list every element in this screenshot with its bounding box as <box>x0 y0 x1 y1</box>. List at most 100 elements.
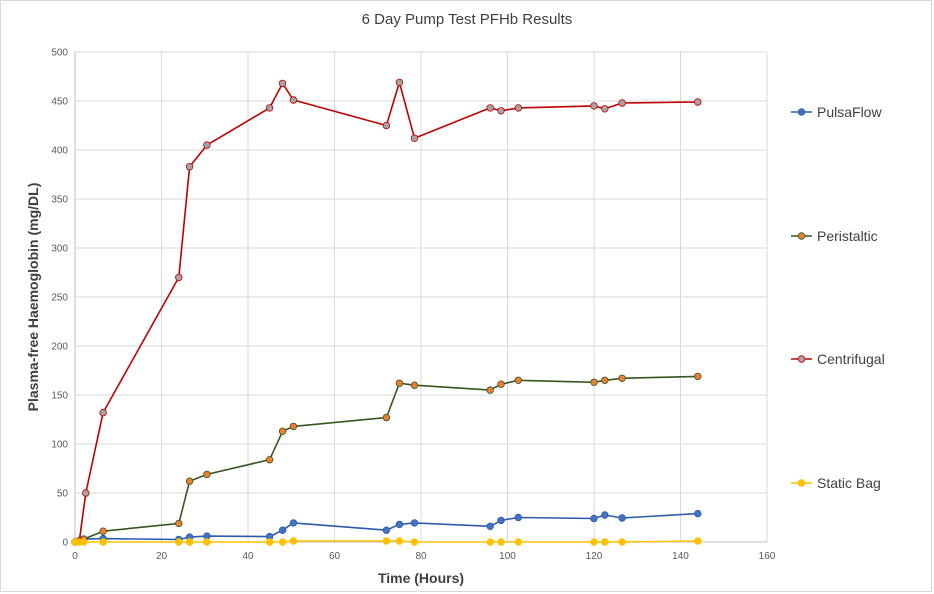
data-point <box>265 538 274 546</box>
tick-labels: 0 50 100 150 200 250 300 350 400 450 500 0 20 40 60 80 1… <box>51 48 775 563</box>
data-point <box>278 538 287 546</box>
legend-marker <box>797 355 806 363</box>
data-point <box>265 456 274 464</box>
data-point <box>486 538 494 546</box>
y-axis-title: Plasma-free Haemoglobin (mg/DL) <box>25 183 41 412</box>
data-point <box>497 538 505 546</box>
data-point <box>289 519 298 527</box>
data-point <box>82 489 90 497</box>
legend-marker <box>797 108 806 116</box>
x-axis-title: Time (Hours) <box>378 570 464 586</box>
data-point <box>395 520 404 529</box>
data-point <box>382 537 391 545</box>
data-point <box>618 374 626 382</box>
x-tick-label: 60 <box>329 551 341 562</box>
data-point <box>382 121 391 130</box>
x-tick-label: 20 <box>156 551 168 562</box>
legend-item: Peristaltic <box>791 228 878 244</box>
legend-label: Static Bag <box>817 475 881 491</box>
legend-marker <box>797 479 806 487</box>
legend-label: PulsaFlow <box>817 104 882 120</box>
data-point <box>694 98 702 106</box>
data-point <box>410 381 419 389</box>
data-point <box>694 372 702 381</box>
y-tick-label: 0 <box>62 538 68 549</box>
data-point <box>410 134 419 142</box>
series-line <box>75 540 698 543</box>
data-point <box>382 413 391 422</box>
data-point <box>175 519 183 528</box>
series-line <box>74 375 698 543</box>
data-point <box>175 538 183 546</box>
data-point <box>79 538 88 546</box>
x-tick-label: 100 <box>499 551 516 562</box>
data-point <box>99 538 107 546</box>
data-point <box>278 427 287 435</box>
y-tick-label: 150 <box>51 391 68 402</box>
data-point <box>694 537 702 545</box>
data-point <box>618 99 626 107</box>
data-point <box>203 141 211 149</box>
data-point <box>486 522 494 530</box>
data-point <box>395 537 404 545</box>
legend-item: Static Bag <box>791 475 881 491</box>
legend-item: PulsaFlow <box>791 104 882 120</box>
data-point <box>514 513 522 522</box>
data-point <box>289 422 298 431</box>
data-point <box>395 379 404 387</box>
series-line <box>74 81 698 543</box>
data-point <box>618 538 626 546</box>
data-series <box>71 78 702 546</box>
data-point <box>590 538 598 546</box>
data-point <box>497 380 505 388</box>
data-point <box>99 527 107 535</box>
y-tick-label: 350 <box>51 195 68 206</box>
data-point <box>618 514 626 522</box>
data-point <box>265 104 274 112</box>
legend-label: Peristaltic <box>817 228 878 244</box>
data-point <box>514 376 522 384</box>
data-point <box>203 470 211 479</box>
data-point <box>601 376 609 384</box>
data-point <box>497 107 505 115</box>
data-point <box>278 79 287 88</box>
data-point <box>601 538 609 546</box>
data-point <box>486 104 494 112</box>
gridlines <box>75 51 768 542</box>
data-point <box>289 96 298 104</box>
x-tick-label: 160 <box>759 551 776 562</box>
data-point <box>289 537 298 545</box>
data-point <box>395 78 404 87</box>
series-peristaltic <box>71 372 702 546</box>
data-point <box>590 514 598 523</box>
legend-label: Centrifugal <box>817 351 885 367</box>
data-point <box>278 526 287 534</box>
series-line <box>74 512 698 543</box>
data-point <box>185 538 194 546</box>
y-tick-label: 50 <box>57 489 69 500</box>
legend-item: Centrifugal <box>791 351 885 367</box>
y-tick-label: 200 <box>51 342 68 353</box>
data-point <box>175 273 183 282</box>
data-point <box>601 105 609 113</box>
legend-marker <box>797 232 806 240</box>
y-tick-label: 400 <box>51 146 68 157</box>
x-tick-label: 0 <box>72 551 78 562</box>
data-point <box>203 538 211 546</box>
x-tick-label: 120 <box>586 551 603 562</box>
x-tick-label: 80 <box>415 551 427 562</box>
data-point <box>514 104 522 112</box>
data-point <box>382 526 391 534</box>
data-point <box>590 102 598 110</box>
chart-title: 6 Day Pump Test PFHb Results <box>362 11 573 28</box>
data-point <box>99 408 107 417</box>
y-tick-label: 450 <box>51 97 68 108</box>
y-tick-label: 100 <box>51 440 68 451</box>
data-point <box>601 511 609 519</box>
data-point <box>694 509 702 518</box>
y-tick-label: 250 <box>51 293 68 304</box>
legend: PulsaFlow Peristaltic Centrifugal Static Ba… <box>791 104 885 491</box>
data-point <box>185 162 194 171</box>
x-tick-label: 140 <box>672 551 689 562</box>
